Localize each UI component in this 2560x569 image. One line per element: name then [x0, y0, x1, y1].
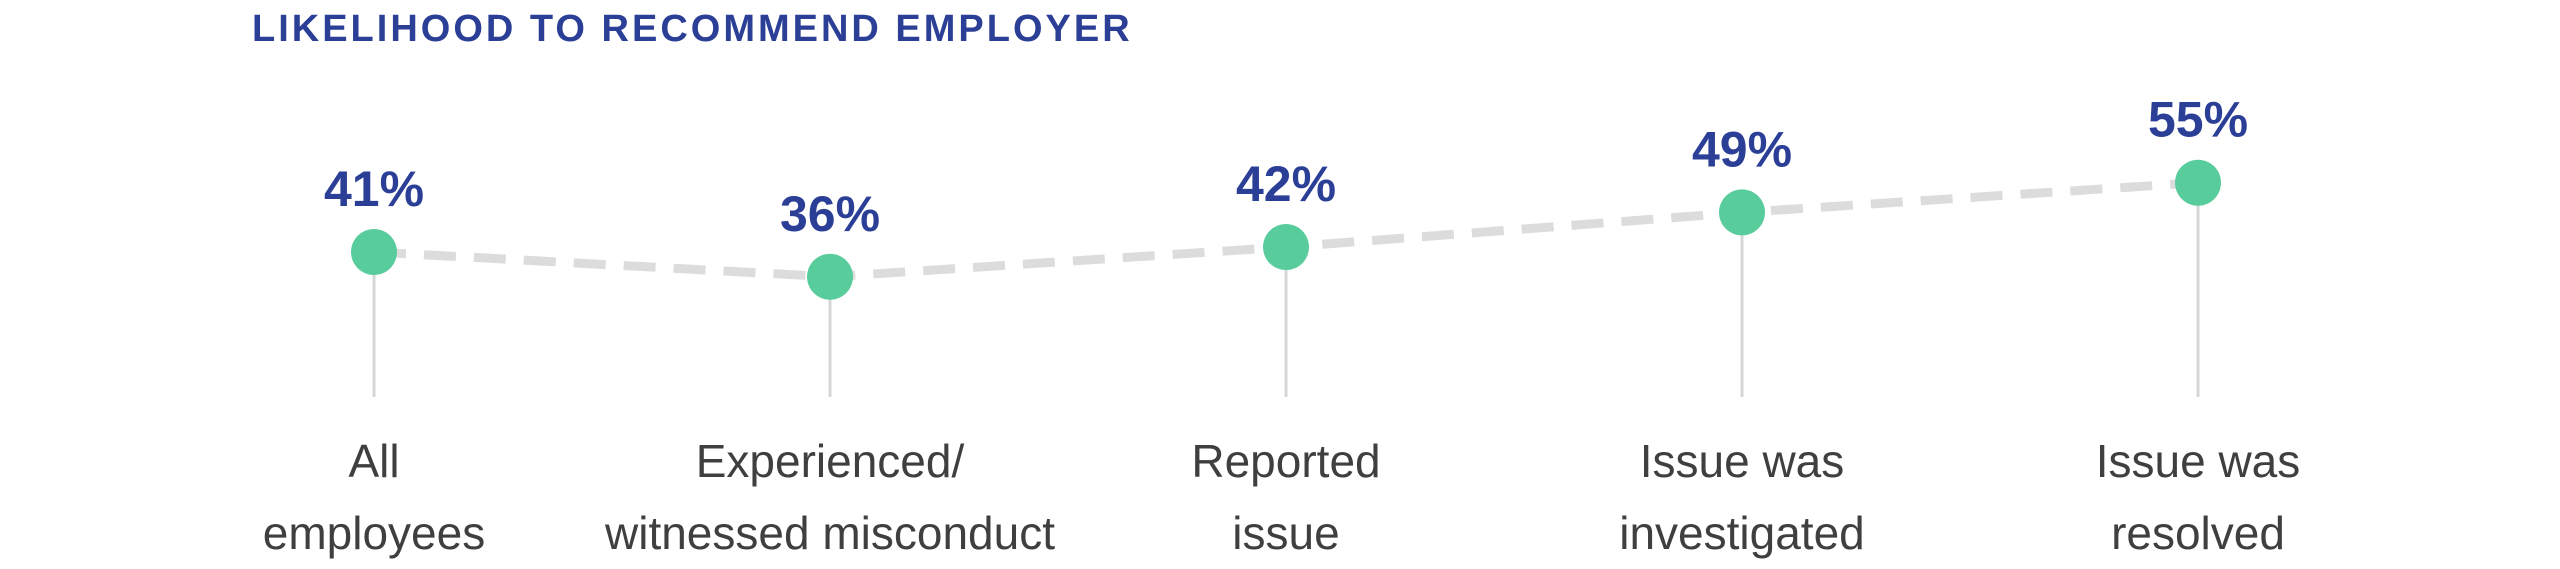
- category-label-line: Experienced/: [695, 435, 965, 487]
- category-label-line: Issue was: [2095, 435, 2301, 487]
- category-label: Reported issue: [1006, 425, 1566, 569]
- category-label: Experienced/witnessed misconduct: [550, 425, 1110, 569]
- chart-title: LIKELIHOOD TO RECOMMEND EMPLOYER: [252, 8, 1133, 50]
- data-point: [1263, 224, 1309, 271]
- category-label-line: witnessed misconduct: [605, 507, 1055, 559]
- data-point: [351, 229, 397, 275]
- data-point: [807, 253, 853, 300]
- category-label: Issue was resolved: [1918, 425, 2478, 569]
- drop-lines: [372, 182, 2200, 397]
- data-label: 42%: [1236, 156, 1336, 212]
- category-label-line: employees: [262, 507, 486, 559]
- data-point: [1719, 189, 1765, 236]
- category-label-line: resolved: [2111, 507, 2285, 559]
- markers: [351, 159, 2221, 300]
- data-label: 49%: [1692, 121, 1792, 177]
- data-label: 55%: [2148, 92, 2248, 148]
- data-label: 41%: [324, 161, 424, 217]
- data-label: 36%: [780, 186, 880, 242]
- category-label-line: All: [348, 435, 400, 487]
- category-label-line: investigated: [1619, 507, 1865, 559]
- category-label: Issue was investigated: [1462, 425, 2022, 569]
- line-chart: 41% 36% 42% 49% 55%: [324, 92, 2248, 397]
- data-point: [2175, 159, 2221, 206]
- category-label-line: Issue was: [1639, 435, 1845, 487]
- value-labels: 41% 36% 42% 49% 55%: [324, 92, 2248, 242]
- category-label: All employees: [94, 425, 654, 569]
- category-label-line: issue: [1232, 507, 1340, 559]
- category-label-line: Reported: [1191, 435, 1381, 487]
